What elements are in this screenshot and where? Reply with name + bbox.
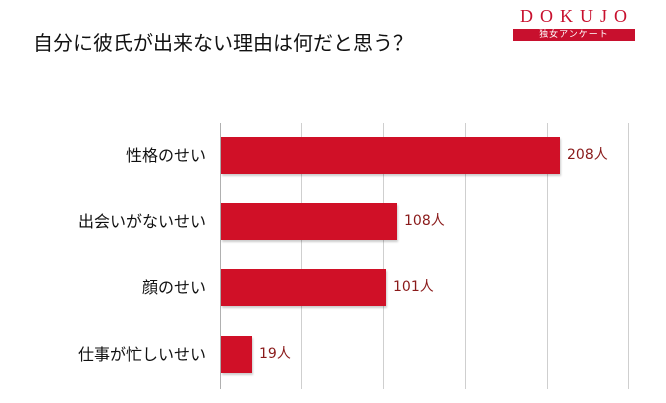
bar-kao [221, 269, 386, 306]
y-axis-line [220, 123, 221, 389]
data-label: 19人 [259, 346, 291, 362]
category-label: 顔のせい [141, 278, 206, 297]
bar-deai [221, 203, 397, 240]
data-label: 101人 [393, 279, 434, 295]
gridline [465, 123, 466, 389]
logo-subtitle: 独女アンケート [513, 29, 635, 41]
bar-shigoto [221, 336, 252, 373]
category-label: 性格のせい [125, 146, 206, 165]
gridline [383, 123, 384, 389]
data-label: 108人 [404, 213, 445, 229]
gridline [547, 123, 548, 389]
data-label: 208人 [567, 147, 608, 163]
chart-title: 自分に彼氏が出来ない理由は何だと思う？ [33, 31, 413, 55]
gridline [628, 123, 629, 389]
logo-text: DOKUJO [520, 6, 634, 26]
category-label: 仕事が忙しいせい [77, 345, 206, 364]
category-label: 出会いがないせい [77, 212, 206, 231]
bar-seikaku [221, 137, 560, 174]
plot-area: 208人 108人 101人 19人 [220, 123, 640, 389]
dokujo-logo: DOKUJO 独女アンケート [513, 6, 635, 41]
gridline [301, 123, 302, 389]
